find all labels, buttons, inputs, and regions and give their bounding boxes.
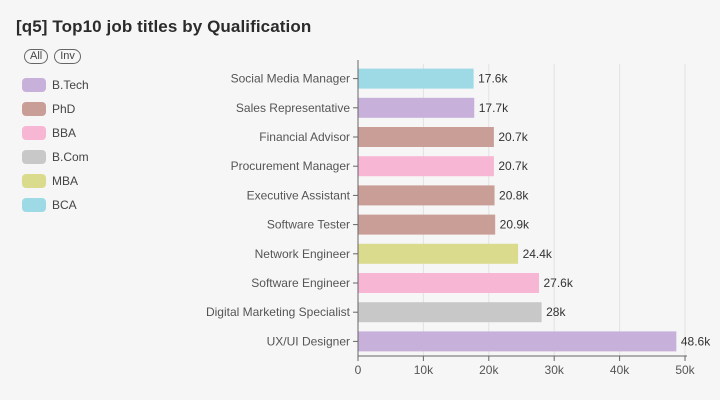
legend-swatch bbox=[22, 150, 46, 164]
bar[interactable] bbox=[358, 243, 519, 264]
legend-item[interactable]: MBA bbox=[22, 169, 89, 193]
category-label: Network Engineer bbox=[255, 247, 350, 261]
legend-invert-button[interactable]: Inv bbox=[54, 49, 81, 64]
legend-swatch bbox=[22, 174, 46, 188]
value-label: 20.7k bbox=[498, 159, 528, 173]
legend-label: BCA bbox=[52, 198, 77, 212]
bar[interactable] bbox=[358, 97, 475, 118]
legend-item[interactable]: BCA bbox=[22, 193, 89, 217]
x-tick-label: 0 bbox=[355, 363, 362, 377]
bar[interactable] bbox=[358, 273, 540, 293]
value-label: 20.8k bbox=[499, 188, 529, 202]
value-label: 27.6k bbox=[544, 276, 574, 290]
x-tick-label: 20k bbox=[479, 363, 499, 377]
bar[interactable] bbox=[358, 156, 494, 177]
x-tick-label: 30k bbox=[545, 363, 565, 377]
category-label: Executive Assistant bbox=[247, 188, 351, 202]
bar[interactable] bbox=[358, 302, 542, 323]
x-tick-label: 50k bbox=[675, 363, 695, 377]
value-label: 28k bbox=[546, 305, 566, 319]
legend-label: B.Tech bbox=[52, 78, 89, 92]
category-label: Sales Representative bbox=[236, 101, 350, 115]
legend-swatch bbox=[22, 198, 46, 212]
chart-title: [q5] Top10 job titles by Qualification bbox=[16, 17, 312, 36]
bar[interactable] bbox=[358, 68, 474, 89]
legend-all-button[interactable]: All bbox=[24, 49, 49, 64]
legend-swatch bbox=[22, 126, 46, 140]
category-label: Software Tester bbox=[267, 218, 350, 232]
legend: B.Tech PhD BBA B.Com MBA BCA bbox=[22, 73, 89, 217]
bar[interactable] bbox=[358, 127, 494, 147]
legend-label: PhD bbox=[52, 102, 76, 116]
bar[interactable] bbox=[358, 331, 677, 352]
legend-item[interactable]: BBA bbox=[22, 121, 89, 145]
legend-item[interactable]: PhD bbox=[22, 97, 89, 121]
legend-item[interactable]: B.Com bbox=[22, 145, 89, 169]
legend-item[interactable]: B.Tech bbox=[22, 73, 89, 97]
category-label: Software Engineer bbox=[251, 276, 350, 290]
value-label: 48.6k bbox=[681, 334, 711, 348]
category-label: UX/UI Designer bbox=[267, 334, 350, 348]
value-label: 17.7k bbox=[479, 101, 509, 115]
value-label: 24.4k bbox=[523, 247, 553, 261]
x-tick-label: 40k bbox=[610, 363, 630, 377]
category-label: Digital Marketing Specialist bbox=[206, 305, 351, 319]
category-label: Financial Advisor bbox=[259, 130, 350, 144]
x-tick-label: 10k bbox=[414, 363, 434, 377]
category-label: Procurement Manager bbox=[231, 159, 350, 173]
legend-swatch bbox=[22, 78, 46, 92]
value-label: 20.7k bbox=[498, 130, 528, 144]
legend-swatch bbox=[22, 102, 46, 116]
legend-label: B.Com bbox=[52, 150, 89, 164]
legend-label: BBA bbox=[52, 126, 77, 140]
legend-label: MBA bbox=[52, 174, 79, 188]
category-label: Social Media Manager bbox=[231, 72, 350, 86]
value-label: 17.6k bbox=[478, 72, 508, 86]
bar[interactable] bbox=[358, 214, 496, 235]
bar[interactable] bbox=[358, 185, 495, 206]
legend-controls: All Inv bbox=[24, 49, 81, 64]
value-label: 20.9k bbox=[500, 218, 530, 232]
